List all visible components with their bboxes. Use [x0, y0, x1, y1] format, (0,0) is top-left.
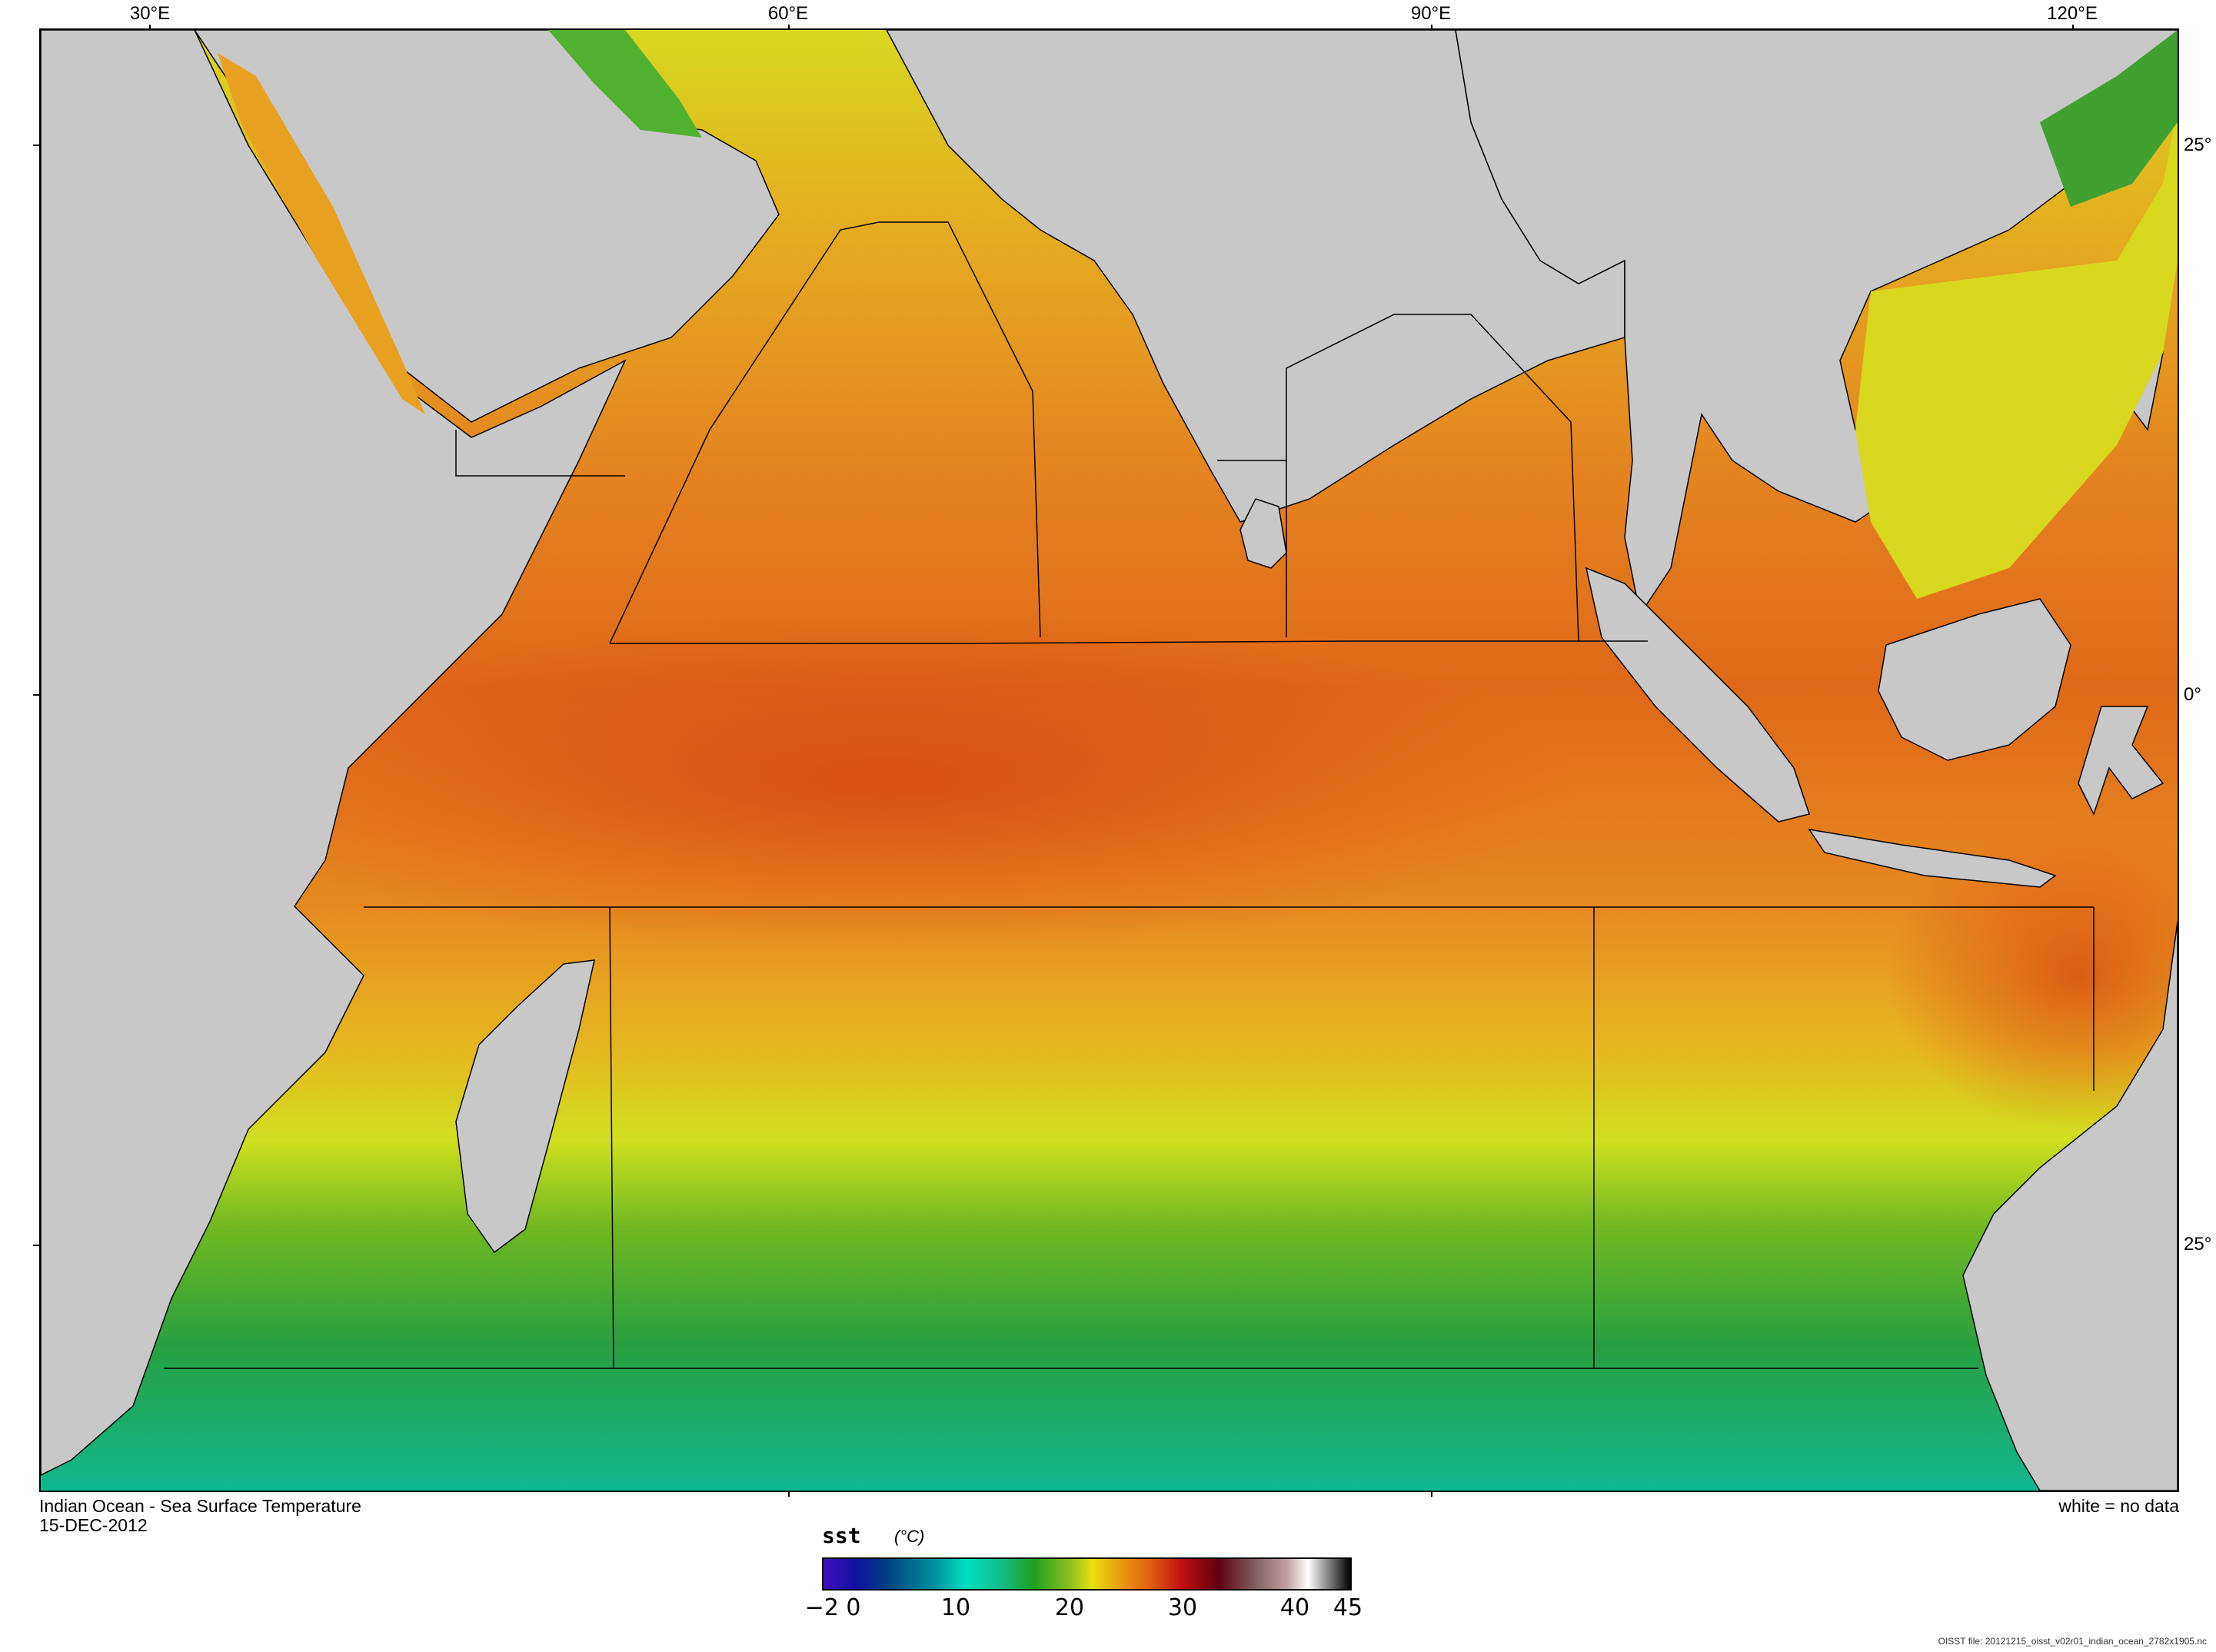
lat-label-0: 0°: [2184, 684, 2201, 705]
lat-label-25s: 25°: [2184, 1234, 2212, 1255]
colorbar-label: 40: [1279, 1594, 1310, 1621]
colorbar: [822, 1557, 1352, 1591]
persian-gulf: [548, 30, 702, 138]
sumatra-land: [1585, 567, 1810, 823]
java-land: [1808, 828, 2057, 888]
sst-map: [39, 28, 2179, 1492]
source-filename: OISST file: 20121215_oisst_v02r01_indian…: [1938, 1636, 2207, 1647]
south-china-sea: [1855, 107, 2178, 599]
sri-lanka-land: [1239, 498, 1287, 569]
map-title: Indian Ocean - Sea Surface Temperature: [39, 1496, 361, 1516]
warm-pool: [195, 614, 1579, 952]
madagascar-land: [455, 959, 595, 1254]
tick: [149, 25, 151, 31]
lon-label-60e: 60°E: [767, 3, 809, 24]
red-sea: [218, 53, 425, 414]
lon-label-30e: 30°E: [129, 3, 171, 24]
legend-unit: (°C): [894, 1527, 925, 1546]
region-boundaries: [164, 221, 2095, 1369]
lon-label-120e: 120°E: [2047, 3, 2098, 24]
borneo-land: [1878, 598, 2071, 761]
southeast-asia-land: [1455, 30, 2178, 616]
colorbar-label: 30: [1167, 1594, 1198, 1621]
lat-label-25n: 25°: [2184, 135, 2212, 155]
sulawesi-land: [2078, 706, 2164, 816]
tick: [33, 1245, 39, 1246]
colorbar-label: 45: [1333, 1594, 1363, 1621]
australia-land: [1962, 921, 2178, 1491]
legend-variable: sst: [822, 1523, 861, 1548]
tick: [33, 694, 39, 696]
tick: [788, 25, 790, 31]
colorbar-label: 10: [940, 1594, 971, 1621]
colorbar-label: 20: [1054, 1594, 1085, 1621]
colorbar-label: −2 0: [804, 1594, 861, 1621]
map-date: 15-DEC-2012: [39, 1515, 148, 1535]
lon-label-90e: 90°E: [1410, 3, 1452, 24]
no-data-note: white = no data: [2058, 1496, 2179, 1516]
south-china-sea-green: [2040, 30, 2178, 207]
tick: [1431, 25, 1432, 31]
tick: [788, 1491, 790, 1497]
tick: [33, 145, 39, 146]
tick: [1431, 1491, 1432, 1497]
sst-map-canvas: [41, 30, 2178, 1491]
warm-pool: [1886, 822, 2178, 1129]
tick: [2072, 25, 2074, 31]
